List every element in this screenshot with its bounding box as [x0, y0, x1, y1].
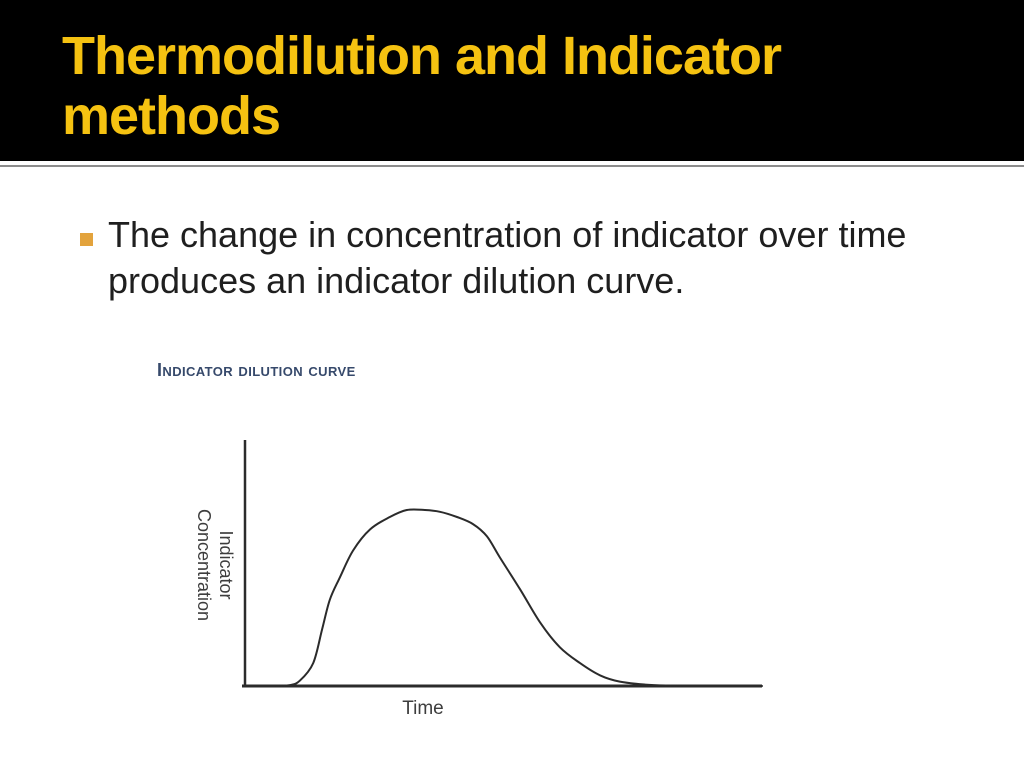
- x-axis-label: Time: [402, 698, 444, 719]
- slide-title: Thermodilution and Indicator methods: [62, 26, 782, 146]
- dilution-curve-plot: [242, 440, 763, 688]
- bullet-item: The change in concentration of indicator…: [80, 212, 980, 304]
- figure-title: Indicator dilution curve: [157, 360, 356, 380]
- header-divider: [0, 165, 1024, 167]
- slide-header: Thermodilution and Indicator methods: [0, 0, 1024, 161]
- bullet-square-icon: [80, 233, 93, 246]
- indicator-dilution-curve: [275, 508, 763, 687]
- bullet-text: The change in concentration of indicator…: [108, 214, 907, 301]
- y-axis-label: Indicator Concentration: [194, 508, 236, 622]
